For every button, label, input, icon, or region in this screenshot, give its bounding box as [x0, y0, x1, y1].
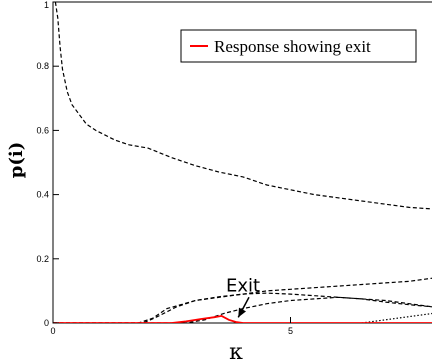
series-line-1 [54, 2, 432, 210]
y-tick-label: 0.6 [36, 125, 49, 135]
exit-annotation-label: Exit [226, 275, 260, 296]
series-layer [53, 2, 432, 323]
series-line-response-showing-exit [53, 314, 432, 323]
legend-label-response-showing-exit: Response showing exit [214, 37, 371, 56]
x-axis-label: κ [229, 340, 243, 364]
series-line-3 [53, 292, 432, 323]
legend: Response showing exit [180, 29, 417, 63]
y-tick-label: 0 [44, 318, 49, 328]
series-line-4 [53, 296, 432, 323]
y-tick-label: 0.2 [36, 254, 49, 264]
legend-box [180, 29, 417, 63]
y-tick-label: 1 [44, 0, 49, 10]
exit-annotation: Exit [226, 275, 260, 318]
ticks-layer: 0 0.2 0.4 0.6 0.8 1 0 5 [36, 0, 293, 336]
y-tick-label: 0.8 [36, 61, 49, 71]
series-line-2 [53, 277, 432, 323]
y-axis-label: p(i) [6, 142, 27, 178]
x-tick-label: 0 [50, 326, 55, 336]
y-tick-label: 0.4 [36, 190, 49, 200]
series-line-5 [361, 312, 432, 323]
x-tick-label: 5 [288, 326, 293, 336]
exit-arrow-head [238, 307, 247, 318]
